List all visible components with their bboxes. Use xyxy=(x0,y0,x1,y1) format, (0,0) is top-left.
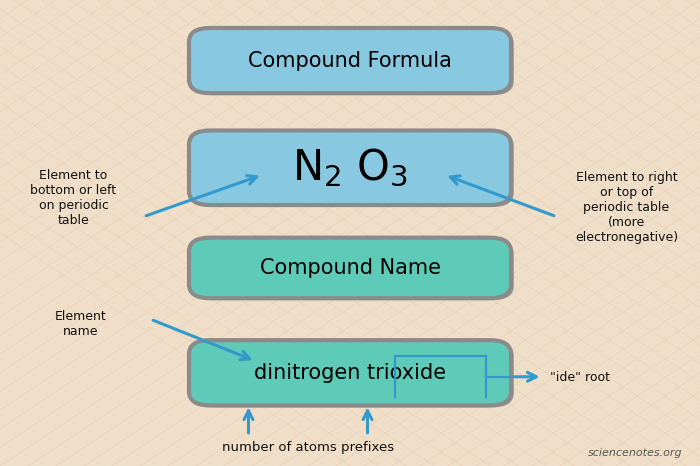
Text: Element to
bottom or left
on periodic
table: Element to bottom or left on periodic ta… xyxy=(30,169,117,227)
FancyBboxPatch shape xyxy=(192,342,514,407)
Text: "ide" root: "ide" root xyxy=(550,371,610,384)
FancyBboxPatch shape xyxy=(189,28,511,93)
FancyBboxPatch shape xyxy=(192,132,514,207)
FancyBboxPatch shape xyxy=(189,130,511,205)
FancyBboxPatch shape xyxy=(192,30,514,95)
Text: number of atoms prefixes: number of atoms prefixes xyxy=(222,441,394,454)
Text: Compound Name: Compound Name xyxy=(260,258,440,278)
Text: Element
name: Element name xyxy=(55,310,106,338)
FancyBboxPatch shape xyxy=(189,340,511,405)
Text: dinitrogen trioxide: dinitrogen trioxide xyxy=(254,363,446,383)
Text: Element to right
or top of
periodic table
(more
electronegative): Element to right or top of periodic tabl… xyxy=(575,171,678,244)
Text: Compound Formula: Compound Formula xyxy=(248,51,452,70)
Text: sciencenotes.org: sciencenotes.org xyxy=(588,448,682,458)
Text: $\mathregular{N_2\ O_3}$: $\mathregular{N_2\ O_3}$ xyxy=(292,147,408,189)
FancyBboxPatch shape xyxy=(192,240,514,300)
FancyBboxPatch shape xyxy=(189,238,511,298)
